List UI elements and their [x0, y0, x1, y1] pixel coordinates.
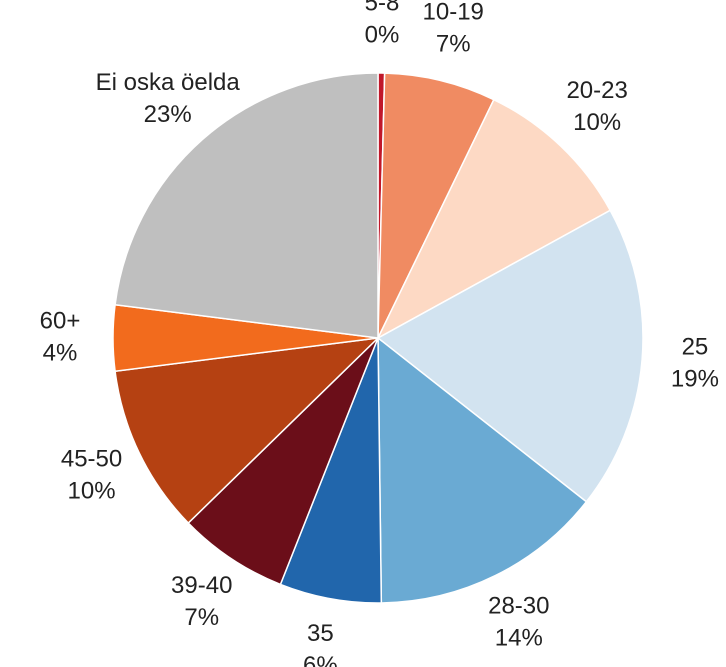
- pie-slice: [376, 98, 612, 340]
- pie-slice: [114, 336, 381, 525]
- slice-value-label: 10%: [68, 477, 116, 504]
- slice-label: 35: [307, 620, 334, 647]
- slice-value-label: 0%: [365, 21, 400, 48]
- pie-slice: [377, 72, 495, 339]
- slice-value-label: 10%: [573, 109, 621, 136]
- pie-slice: [376, 209, 644, 503]
- slice-label: 28-30: [488, 592, 549, 619]
- pie-slice: [377, 336, 588, 604]
- slice-value-label: 6%: [303, 652, 338, 667]
- slice-value-label: 14%: [495, 624, 543, 651]
- slice-label: Ei oska öelda: [96, 69, 241, 96]
- slice-label: 25: [682, 333, 709, 360]
- slice-label: 39-40: [171, 572, 232, 599]
- pie-slice: [187, 337, 379, 586]
- slice-value-label: 7%: [184, 604, 219, 631]
- slice-value-label: 7%: [436, 30, 471, 57]
- slice-value-label: 4%: [43, 339, 78, 366]
- slice-value-label: 19%: [671, 365, 719, 392]
- slice-label: 10-19: [423, 0, 484, 25]
- slice-label: 5-8: [365, 0, 400, 16]
- slice-label: 45-50: [61, 445, 122, 472]
- slice-value-label: 23%: [144, 101, 192, 128]
- slice-label: 60+: [40, 307, 81, 334]
- pie-slice: [114, 72, 379, 339]
- slice-label: 20-23: [566, 77, 627, 104]
